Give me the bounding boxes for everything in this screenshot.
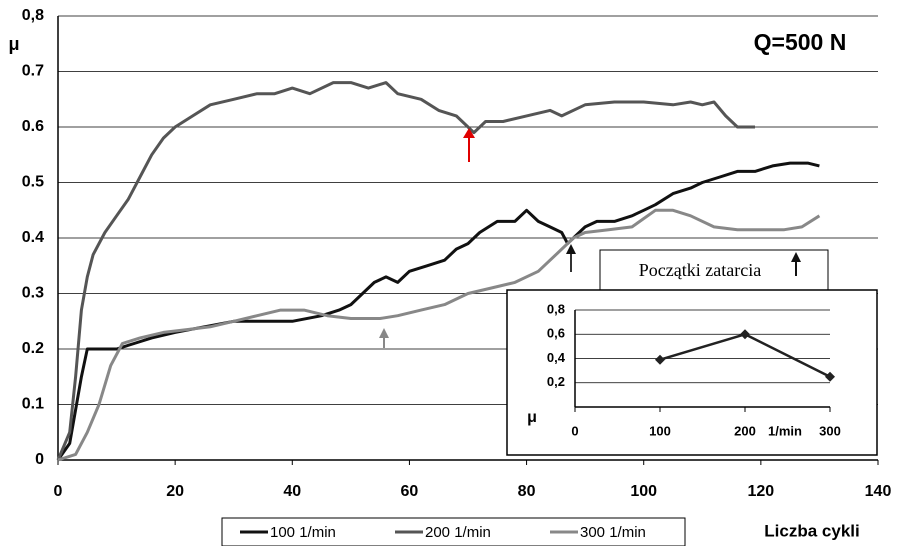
y-tick-label: 0.6 [22,118,44,135]
y-tick-label: 0 [35,451,44,468]
y-tick-label: 0.4 [22,229,44,246]
arrow-head [566,244,576,254]
series-line [56,81,755,461]
y-tick-label: 0.2 [22,340,44,357]
x-tick-label: 40 [283,483,301,500]
x-tick-label: 120 [748,483,775,500]
y-axis-label: μ [8,34,19,54]
arrow-head [791,252,801,262]
x-tick-label: 200 [734,423,756,438]
x-axis-label: Liczba cykli [764,521,859,540]
x-tick-label: 300 [819,423,841,438]
series-line [57,208,821,462]
point [740,329,750,340]
point [825,371,835,382]
x-tick-label: 60 [401,483,419,500]
legend-label: 100 1/min [270,524,336,541]
y-tick-label: 0.3 [22,285,44,302]
legend-label: 300 1/min [580,524,646,541]
inset-frame [506,289,878,456]
y-tick-label: 0.5 [22,174,44,191]
x-tick-label: 20 [166,483,184,500]
y-tick-label: 0.1 [22,396,44,413]
y-tick-label: 0.7 [22,63,44,80]
arrow-head [463,128,475,138]
inset-x-unit: 1/min [768,423,802,438]
y-tick-label: 0,2 [547,374,565,389]
x-tick-label: 100 [649,423,671,438]
y-tick-label: 0,4 [547,350,566,365]
arrow-head [379,328,389,338]
chart-title: Q=500 N [754,29,847,55]
x-tick-label: 100 [630,483,657,500]
y-tick-label: 0,6 [547,326,565,341]
x-tick-label: 80 [518,483,536,500]
x-tick-label: 140 [865,483,892,500]
inset-y-label: μ [527,409,537,426]
legend [221,517,686,546]
legend-label: 200 1/min [425,524,491,541]
y-tick-label: 0,8 [22,7,44,24]
x-tick-label: 0 [571,423,578,438]
y-tick-label: 0,8 [547,301,565,316]
point [655,354,665,365]
annotation: Początki zatarcia [639,260,761,280]
x-tick-label: 0 [54,483,63,500]
arrows [379,128,801,348]
